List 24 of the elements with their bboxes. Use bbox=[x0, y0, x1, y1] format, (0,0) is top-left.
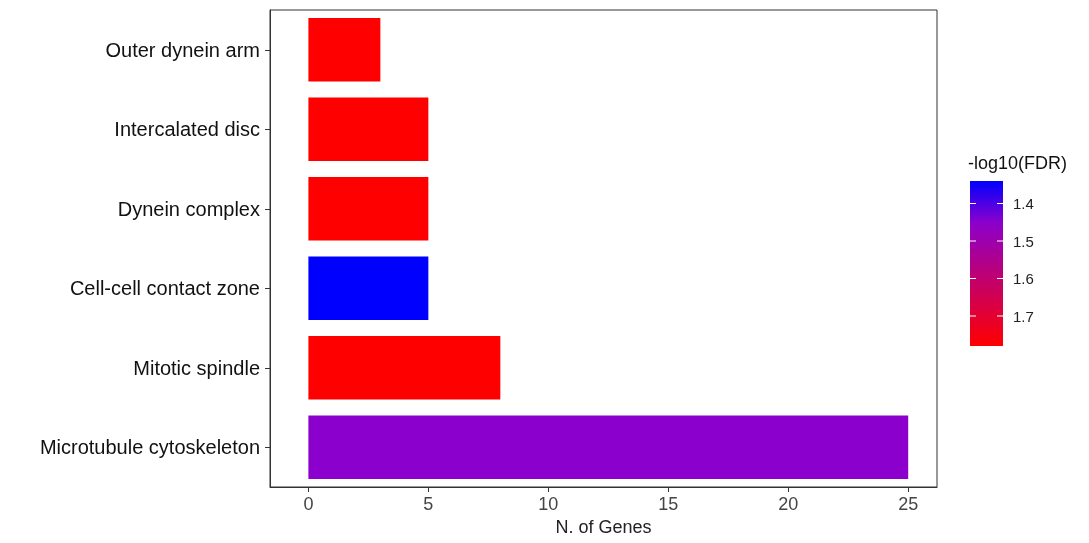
color-bar-label: 1.4 bbox=[1013, 195, 1034, 212]
x-tick-label: 20 bbox=[778, 494, 799, 514]
bar bbox=[308, 415, 909, 480]
bar bbox=[308, 256, 429, 321]
bar bbox=[308, 97, 429, 162]
x-tick-label: 0 bbox=[303, 494, 314, 514]
color-bar-label: 1.6 bbox=[1013, 270, 1034, 287]
bar bbox=[308, 17, 381, 82]
y-tick-label: Microtubule cytoskeleton bbox=[39, 436, 260, 459]
x-tick-label: 5 bbox=[423, 494, 434, 514]
y-tick-label: Dynein complex bbox=[117, 197, 260, 220]
y-tick-label: Outer dynein arm bbox=[105, 38, 260, 61]
x-tick-label: 25 bbox=[898, 494, 919, 514]
color-bar-label: 1.7 bbox=[1013, 307, 1034, 325]
color-bar-title: -log10(FDR) bbox=[968, 153, 1068, 173]
y-tick-label: Cell-cell contact zone bbox=[69, 277, 260, 300]
x-axis-title: N. of Genes bbox=[555, 516, 652, 537]
x-tick-label: 15 bbox=[658, 494, 679, 514]
y-tick-label: Mitotic spindle bbox=[133, 356, 260, 379]
bar bbox=[308, 176, 429, 241]
x-tick-label: 10 bbox=[538, 494, 559, 514]
bar bbox=[308, 335, 501, 400]
color-bar-label: 1.5 bbox=[1013, 232, 1034, 250]
y-tick-label: Intercalated disc bbox=[114, 118, 260, 141]
